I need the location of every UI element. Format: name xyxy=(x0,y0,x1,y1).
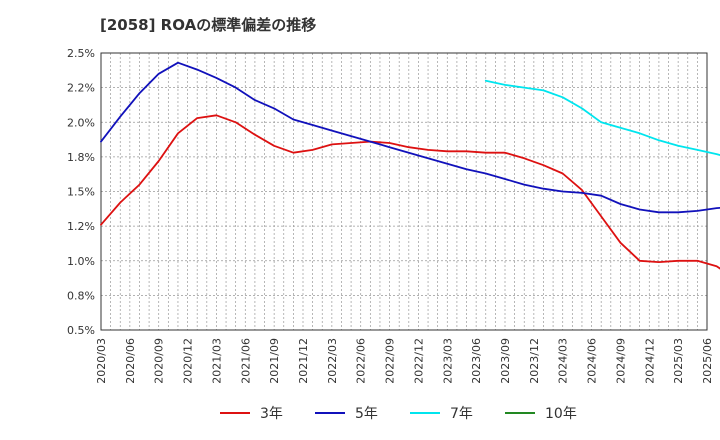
x-tick-label: 2020/06 xyxy=(124,338,137,384)
x-tick-label: 2024/06 xyxy=(586,338,599,384)
series-line-1 xyxy=(100,61,720,214)
x-tick-label: 2021/09 xyxy=(268,338,281,384)
x-tick-label: 2024/09 xyxy=(614,338,627,384)
x-tick-label: 2020/12 xyxy=(182,338,195,384)
grid xyxy=(100,52,708,331)
x-tick-label: 2020/09 xyxy=(153,338,166,384)
y-tick-label: 2.5% xyxy=(67,47,95,60)
legend: 3年 5年 7年 10年 xyxy=(220,406,577,422)
x-tick-label: 2023/03 xyxy=(441,338,454,384)
plot-frame xyxy=(100,52,708,331)
x-tick-label: 2022/03 xyxy=(326,338,339,384)
x-tick-label: 2023/06 xyxy=(470,338,483,384)
x-tick-label: 2024/12 xyxy=(643,338,656,384)
x-tick-label: 2022/12 xyxy=(412,338,425,384)
y-tick-label: 1.5% xyxy=(67,186,95,199)
y-tick-label: 0.8% xyxy=(67,289,95,302)
x-tick-label: 2023/12 xyxy=(528,338,541,384)
y-tick-label: 1.0% xyxy=(67,255,95,268)
y-tick-label: 1.8% xyxy=(67,151,95,164)
y-tick-label: 2.0% xyxy=(67,116,95,129)
x-tick-label: 2022/06 xyxy=(355,338,368,384)
series-line-2 xyxy=(484,79,720,157)
x-tick-label: 2024/03 xyxy=(557,338,570,384)
legend-label-3: 10年 xyxy=(545,406,577,422)
x-tick-label: 2021/03 xyxy=(210,338,223,384)
legend-label-2: 7年 xyxy=(450,406,473,422)
x-tick-label: 2021/06 xyxy=(239,338,252,384)
y-tick-label: 1.2% xyxy=(67,220,95,233)
x-tick-label: 2023/09 xyxy=(499,338,512,384)
legend-label-1: 5年 xyxy=(355,406,378,422)
axes: 0.5% 0.8% 1.0% 1.2% 1.5% 1.8% 2.0% 2.2% 2.5% 2020… xyxy=(67,47,714,384)
plot-area xyxy=(101,53,707,330)
x-tick-label: 2020/03 xyxy=(95,338,108,384)
legend-label-0: 3年 xyxy=(260,406,283,422)
x-tick-label: 2021/12 xyxy=(297,338,310,384)
y-tick-label: 0.5% xyxy=(67,324,95,337)
series-lines xyxy=(100,61,720,270)
x-tick-label: 2025/03 xyxy=(672,338,685,384)
x-tick-label: 2022/09 xyxy=(384,338,397,384)
x-tick-label: 2025/06 xyxy=(701,338,714,384)
y-tick-label: 2.2% xyxy=(67,82,95,95)
chart-title: [2058] ROAの標準偏差の推移 xyxy=(100,16,317,34)
series-line-0 xyxy=(100,114,720,270)
